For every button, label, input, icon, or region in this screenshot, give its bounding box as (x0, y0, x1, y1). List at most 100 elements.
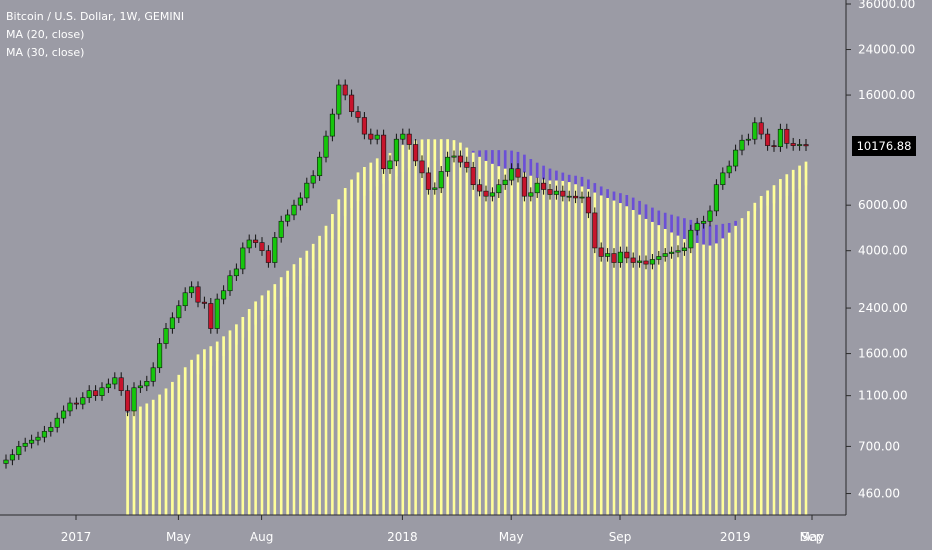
candle-down (624, 246, 630, 264)
ma20-bar (382, 155, 385, 515)
candle-down (118, 372, 124, 396)
candle-body (681, 247, 687, 252)
candle-body (137, 385, 143, 389)
candle-up (496, 179, 502, 198)
ma20-bar (337, 199, 341, 516)
candle-body (765, 133, 771, 146)
candle-body (777, 128, 783, 148)
ma20-bar (587, 189, 590, 515)
ma20-bar (727, 232, 731, 515)
candle-down (413, 139, 419, 167)
ma20-bar (407, 142, 411, 515)
candle-down (425, 167, 431, 195)
candle-up (432, 182, 438, 195)
candle-up (291, 199, 297, 221)
candle-down (560, 185, 566, 202)
candle-up (797, 139, 803, 151)
candle-up (297, 192, 303, 211)
ma20-bar (247, 309, 251, 515)
price-tick-label: 1600.00 (858, 347, 908, 361)
ma20-bar (791, 169, 795, 516)
candle-down (406, 128, 412, 150)
candle-down (803, 139, 809, 152)
price-tick-label: 4000.00 (858, 244, 908, 258)
candle-up (733, 144, 739, 172)
candle-body (131, 387, 137, 412)
ma20-bar (228, 330, 232, 515)
candle-down (342, 79, 348, 101)
candle-body (41, 431, 47, 438)
candle-down (253, 234, 259, 248)
candle-body (35, 436, 41, 441)
candle-body (726, 165, 732, 174)
ma20-bar (126, 412, 129, 515)
ma20-bar (529, 175, 533, 515)
candle-down (790, 137, 796, 151)
candle-body (477, 184, 483, 192)
candle-body (784, 128, 790, 144)
candlestick-series (3, 79, 809, 469)
ma20-bar (305, 250, 309, 515)
candle-body (246, 239, 252, 249)
candle-up (29, 434, 35, 449)
candle-body (349, 94, 355, 112)
ma20-bar (177, 374, 181, 515)
ma20-bar (657, 225, 661, 516)
candle-up (240, 242, 246, 275)
candle-body (29, 439, 35, 444)
candle-body (579, 196, 585, 199)
candle-body (464, 161, 470, 168)
candle-up (278, 215, 284, 243)
candle-body (425, 172, 431, 190)
candle-down (771, 140, 777, 152)
ma20-bar (535, 177, 539, 515)
candle-body (86, 390, 92, 399)
candle-up (451, 150, 457, 163)
candle-up (669, 246, 675, 259)
candle-up (752, 117, 758, 145)
candle-body (253, 239, 259, 243)
candle-body (675, 250, 681, 253)
candle-body (73, 402, 79, 405)
candle-body (630, 257, 636, 263)
candle-body (336, 84, 342, 115)
candle-down (195, 281, 201, 308)
ma20-bar (785, 174, 789, 515)
candle-body (688, 229, 694, 249)
price-tick-label: 1100.00 (858, 389, 908, 403)
candle-body (265, 250, 271, 263)
candle-body (713, 184, 719, 212)
ma20-bar (542, 179, 545, 515)
candle-body (189, 286, 195, 294)
candle-body (617, 251, 623, 263)
candle-up (681, 242, 687, 256)
candle-down (93, 385, 99, 401)
ma20-bar (452, 140, 456, 515)
time-tick-label: May (166, 530, 191, 544)
price-tick-label: 460.00 (858, 487, 900, 501)
candle-body (694, 223, 700, 231)
ma20-bar (196, 354, 200, 515)
candle-body (361, 117, 367, 135)
ma20-bar (798, 165, 801, 516)
ma20-bar (631, 210, 635, 515)
candle-up (233, 263, 239, 281)
price-tick-label: 700.00 (858, 439, 900, 453)
candle-down (630, 252, 636, 268)
candle-body (144, 381, 150, 387)
candle-body (637, 260, 643, 263)
ma20-bar (759, 195, 763, 515)
ma20-bar (651, 221, 654, 515)
ma20-histogram (126, 139, 808, 516)
time-tick-label: 2017 (61, 530, 92, 544)
ma20-bar (427, 139, 430, 516)
candle-up (528, 187, 534, 202)
candle-body (368, 133, 374, 140)
candle-up (579, 191, 585, 204)
candle-up (99, 382, 105, 401)
candle-down (349, 89, 355, 117)
candle-down (125, 385, 131, 417)
candle-body (771, 145, 777, 148)
time-tick-label: Sep (801, 530, 824, 544)
